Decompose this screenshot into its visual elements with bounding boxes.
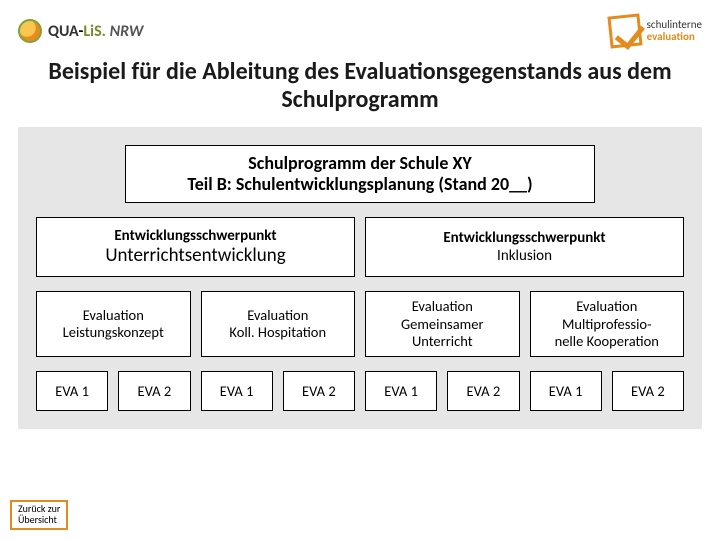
header: QUA-LiS. NRW schulinterne evaluation — [0, 0, 720, 54]
logo-qualis: QUA-LiS. NRW — [18, 19, 143, 43]
box-eva: EVA 1 — [36, 371, 108, 411]
box-schulprogramm-line2: Teil B: Schulentwicklungsplanung (Stand … — [187, 174, 532, 196]
box-eval-leistungskonzept: Evaluation Leistungskonzept — [36, 291, 191, 357]
box-schwerpunkt-unterricht: Entwicklungsschwerpunkt Unterrichtsentwi… — [36, 217, 355, 277]
logo-qua: QUA — [48, 22, 79, 41]
box-eva: EVA 2 — [447, 371, 519, 411]
box-eval-gemeinsamer-unterricht: Evaluation Gemeinsamer Unterricht — [365, 291, 520, 357]
box-eva: EVA 2 — [283, 371, 355, 411]
diagram-row-4: EVA 1 EVA 2 EVA 1 EVA 2 EVA 1 EVA 2 EVA … — [36, 371, 684, 411]
box-schulprogramm: Schulprogramm der Schule XY Teil B: Schu… — [125, 145, 595, 203]
box-eva: EVA 2 — [118, 371, 190, 411]
box-eva: EVA 2 — [612, 371, 684, 411]
diagram-panel: Schulprogramm der Schule XY Teil B: Schu… — [18, 127, 702, 429]
logo-schulinterne-evaluation: schulinterne evaluation — [609, 15, 702, 47]
diagram-row-2: Entwicklungsschwerpunkt Unterrichtsentwi… — [36, 217, 684, 277]
logo-lis: LiS. — [83, 22, 106, 41]
box-eva: EVA 1 — [201, 371, 273, 411]
logo-nrw: NRW — [110, 22, 144, 41]
back-to-overview-button[interactable]: Zurück zur Übersicht — [10, 500, 68, 530]
box-schwerpunkt-inklusion: Entwicklungsschwerpunkt Inklusion — [365, 217, 684, 277]
box-eval-multiprof-kooperation: Evaluation Multiprofessio- nelle Koopera… — [530, 291, 685, 357]
box-eva: EVA 1 — [365, 371, 437, 411]
page-title: Beispiel für die Ableitung des Evaluatio… — [0, 54, 720, 127]
checkmark-icon — [607, 13, 642, 48]
box-eva: EVA 1 — [530, 371, 602, 411]
box-schulprogramm-line1: Schulprogramm der Schule XY — [248, 153, 471, 175]
logo-right-line2: evaluation — [647, 31, 702, 43]
logo-qualis-icon — [18, 19, 42, 43]
diagram-row-1: Schulprogramm der Schule XY Teil B: Schu… — [36, 145, 684, 203]
diagram-row-3: Evaluation Leistungskonzept Evaluation K… — [36, 291, 684, 357]
box-eval-hospitation: Evaluation Koll. Hospitation — [201, 291, 356, 357]
logo-qualis-text: QUA-LiS. NRW — [48, 22, 143, 41]
